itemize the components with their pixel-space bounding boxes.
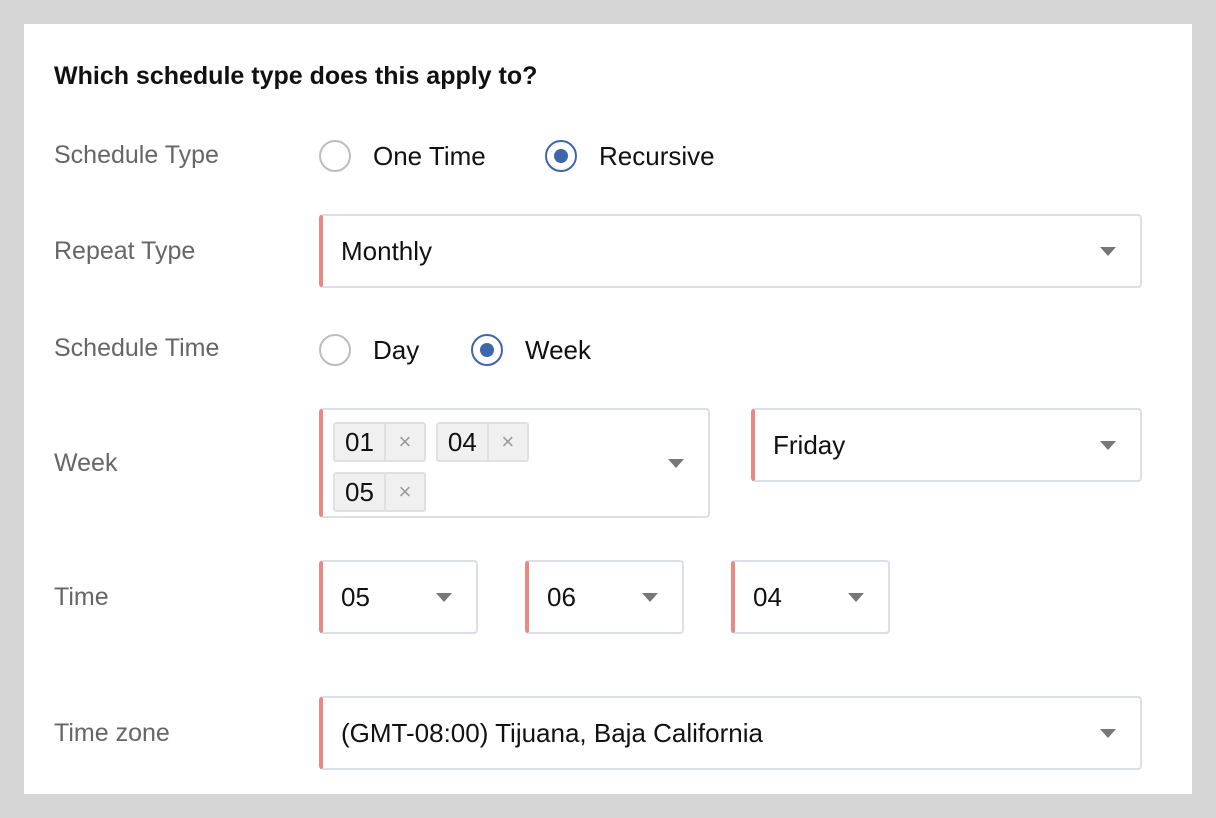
chevron-down-icon — [668, 459, 684, 468]
select-value: Friday — [773, 429, 846, 460]
time-label: Time — [54, 583, 109, 611]
select-value: 04 — [753, 581, 782, 612]
remove-tag-icon[interactable]: × — [398, 429, 412, 454]
section-title: Which schedule type does this apply to? — [54, 62, 538, 90]
chevron-down-icon — [848, 593, 864, 602]
remove-tag-icon[interactable]: × — [398, 479, 412, 504]
radio-label: Recursive — [599, 140, 715, 171]
timezone-label: Time zone — [54, 719, 170, 747]
chevron-down-icon — [1100, 247, 1116, 256]
week-tag: 01 × — [333, 422, 426, 462]
schedule-time-label: Schedule Time — [54, 334, 220, 362]
select-value: 05 — [341, 581, 370, 612]
select-value: 06 — [547, 581, 576, 612]
timezone-select[interactable]: (GMT-08:00) Tijuana, Baja California — [319, 696, 1142, 770]
radio-recursive[interactable]: Recursive — [545, 140, 715, 172]
radio-off-icon — [319, 334, 351, 366]
chevron-down-icon — [436, 593, 452, 602]
week-tag: 05 × — [333, 472, 426, 512]
chevron-down-icon — [1100, 441, 1116, 450]
radio-off-icon — [319, 140, 351, 172]
chevron-down-icon — [1100, 729, 1116, 738]
remove-tag-icon[interactable]: × — [501, 429, 515, 454]
select-value: Monthly — [341, 235, 433, 266]
radio-label: Week — [525, 334, 591, 365]
week-label: Week — [54, 449, 118, 477]
tag-value: 04 — [438, 424, 489, 460]
radio-label: One Time — [373, 140, 486, 171]
repeat-type-select[interactable]: Monthly — [319, 214, 1142, 288]
radio-on-icon — [545, 140, 577, 172]
hour-select[interactable]: 05 — [319, 560, 478, 634]
minute-select[interactable]: 06 — [525, 560, 684, 634]
radio-week[interactable]: Week — [471, 334, 591, 366]
second-select[interactable]: 04 — [731, 560, 890, 634]
schedule-type-label: Schedule Type — [54, 141, 219, 169]
repeat-type-label: Repeat Type — [54, 237, 196, 265]
chevron-down-icon — [642, 593, 658, 602]
radio-one-time[interactable]: One Time — [319, 140, 486, 172]
radio-on-icon — [471, 334, 503, 366]
weekday-select[interactable]: Friday — [751, 408, 1142, 482]
week-multiselect[interactable]: 01 × 04 × 05 × — [319, 408, 710, 518]
select-value: (GMT-08:00) Tijuana, Baja California — [341, 717, 763, 748]
tag-value: 05 — [335, 474, 386, 510]
radio-label: Day — [373, 334, 420, 365]
radio-day[interactable]: Day — [319, 334, 419, 366]
tag-value: 01 — [335, 424, 386, 460]
week-tag: 04 × — [435, 422, 529, 462]
